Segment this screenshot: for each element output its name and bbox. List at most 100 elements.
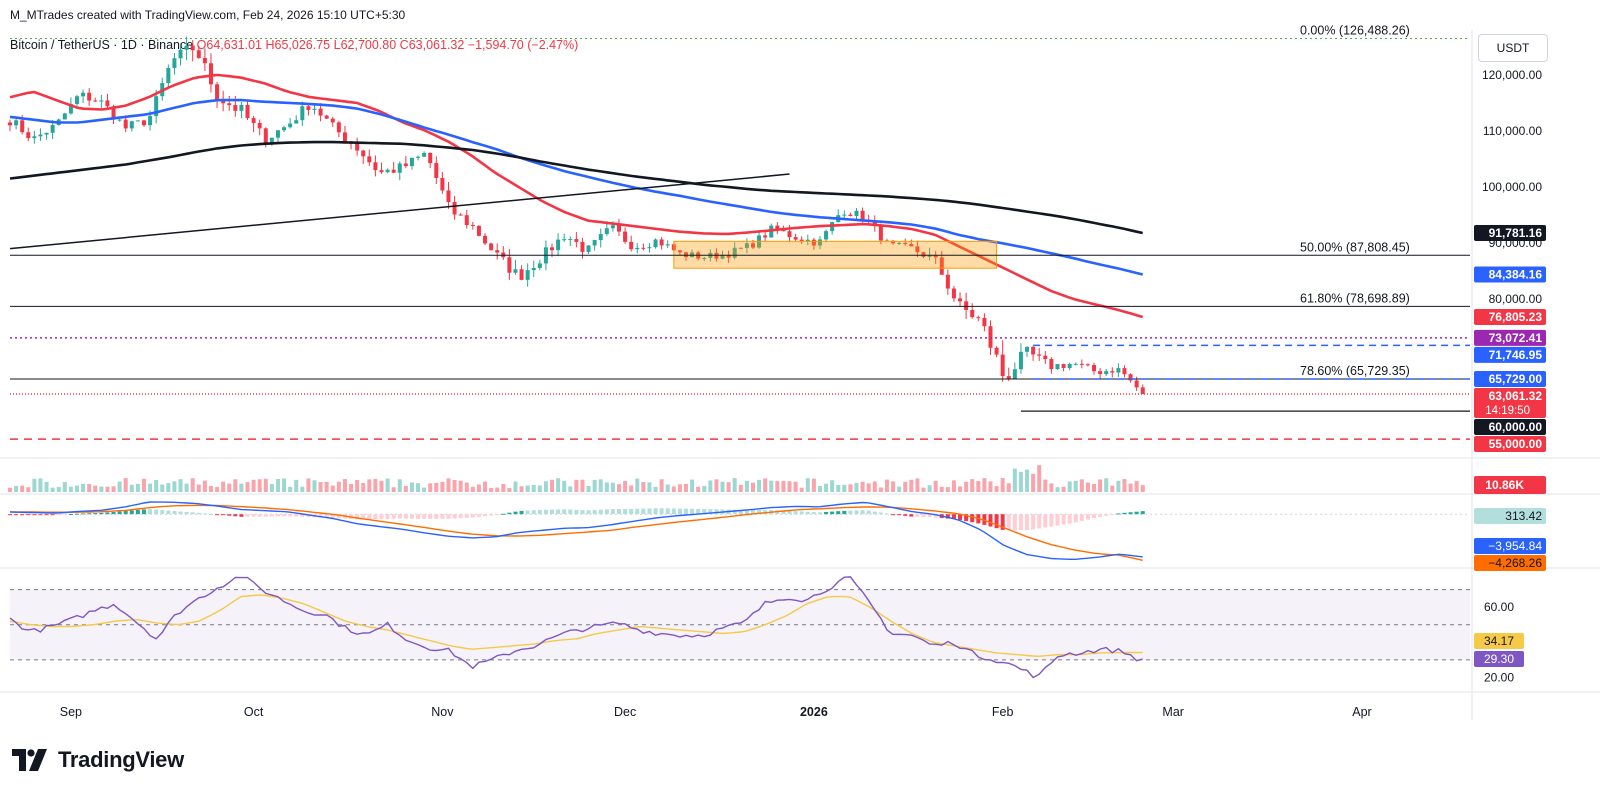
price-candle [665, 240, 670, 248]
created-by-line: M_MTrades created with TradingView.com, … [10, 8, 406, 22]
candle-body [738, 247, 743, 249]
price-axis-label-text: 91,781.16 [1489, 226, 1543, 240]
volume-bar [665, 484, 670, 492]
candle-body [592, 240, 597, 246]
macd-histogram-bar [592, 509, 597, 515]
price-axis-label-bg [1474, 436, 1546, 453]
volume-bar [836, 484, 841, 492]
macd-histogram-bar [483, 514, 488, 517]
price-candle [738, 247, 743, 249]
tradingview-logo-icon [12, 749, 47, 771]
price-candle [1043, 350, 1048, 364]
candle-body [489, 243, 494, 251]
price-axis-label: 60,000.00 [1474, 419, 1546, 436]
price-axis-label-text: 60,000.00 [1489, 420, 1543, 434]
macd-histogram-bar [111, 511, 116, 515]
volume-bar [129, 484, 134, 492]
macd-histogram-bar [245, 514, 250, 517]
macd-histogram-bar [793, 511, 798, 515]
candle-body [945, 274, 950, 289]
candle-body [1006, 376, 1011, 380]
macd-histogram-bar [836, 511, 841, 515]
macd-histogram-bar [714, 509, 719, 515]
volume-bar [1055, 487, 1060, 492]
rsi-label-text: 29.30 [1484, 652, 1514, 666]
volume-bar [604, 482, 609, 492]
volume-bar [933, 480, 938, 492]
macd-histogram-bar [172, 511, 177, 515]
candle-body [1116, 368, 1121, 373]
candle-body [330, 118, 335, 123]
price-tick-label: 100,000.00 [1482, 180, 1542, 194]
price-candle [848, 212, 853, 217]
volume-bar [939, 486, 944, 492]
macd-histogram-bar [830, 511, 835, 515]
macd-histogram-bar [683, 508, 688, 515]
macd-histogram-bar [489, 514, 494, 516]
candle-body [227, 103, 232, 106]
price-candle [641, 243, 646, 251]
volume-bar [416, 483, 421, 492]
volume-bar [830, 480, 835, 492]
price-axis-label: 73,072.41 [1474, 329, 1546, 346]
candle-body [891, 240, 896, 244]
volume-bar [775, 481, 780, 492]
candle-body [1031, 346, 1036, 355]
candle-body [141, 120, 146, 126]
macd-histogram-bar [68, 514, 73, 516]
volume-bar [629, 485, 634, 492]
price-candle [562, 233, 567, 242]
candle-body [1104, 371, 1109, 375]
candle-body [550, 247, 555, 251]
time-axis: Sep Oct Nov Dec 2026 Feb Mar Apr [60, 705, 1372, 719]
volume-bar [1134, 481, 1139, 492]
volume-bar [872, 481, 877, 492]
candle-body [817, 239, 822, 246]
macd-histogram-bar [891, 514, 896, 516]
volume-bar [708, 480, 713, 492]
candle-body [598, 234, 603, 241]
tradingview-logo[interactable]: TradingView [12, 745, 184, 775]
price-candle [531, 260, 536, 278]
volume-bar [117, 481, 122, 492]
price-candle [525, 263, 530, 287]
currency-button[interactable]: USDT [1478, 34, 1548, 62]
price-candle [677, 249, 682, 256]
price-candle [403, 155, 408, 169]
volume-pane[interactable] [8, 465, 1145, 492]
candle-body [123, 119, 128, 129]
time-axis-label: Apr [1352, 705, 1371, 719]
candle-body [391, 169, 396, 173]
candle-body [970, 309, 975, 318]
price-axis-countdown: 14:19:50 [1485, 405, 1530, 417]
macd-histogram-bar [507, 512, 512, 515]
price-candle [1110, 367, 1115, 378]
price-candle [245, 100, 250, 121]
macd-pane[interactable] [8, 501, 1470, 561]
candle-body [939, 257, 944, 275]
price-candle [653, 238, 658, 249]
macd-label-text: −3,954.84 [1488, 539, 1542, 553]
candle-body [172, 58, 177, 68]
candle-body [1012, 369, 1017, 380]
candle-body [215, 84, 220, 101]
volume-bar [215, 486, 220, 492]
macd-histogram-bar [56, 514, 61, 516]
candle-body [1134, 380, 1139, 388]
volume-bar [1116, 480, 1121, 492]
volume-bar [160, 484, 165, 492]
macd-histogram-bar [988, 514, 993, 527]
macd-histogram-bar [38, 514, 43, 516]
candle-body [257, 122, 262, 129]
candle-body [574, 239, 579, 242]
price-candle [811, 237, 816, 250]
candle-body [635, 247, 640, 250]
price-pane[interactable]: 0.00% (126,488.26) 50.00% (87,808.45) 61.8… [8, 23, 1470, 440]
rsi-pane[interactable] [9, 576, 1470, 679]
volume-bar [99, 486, 104, 492]
macd-histogram-bar [294, 514, 299, 517]
volume-bar [233, 479, 238, 492]
macd-histogram-bar [1116, 513, 1121, 515]
symbol-title[interactable]: Bitcoin / TetherUS · 1D · Binance [10, 38, 194, 52]
